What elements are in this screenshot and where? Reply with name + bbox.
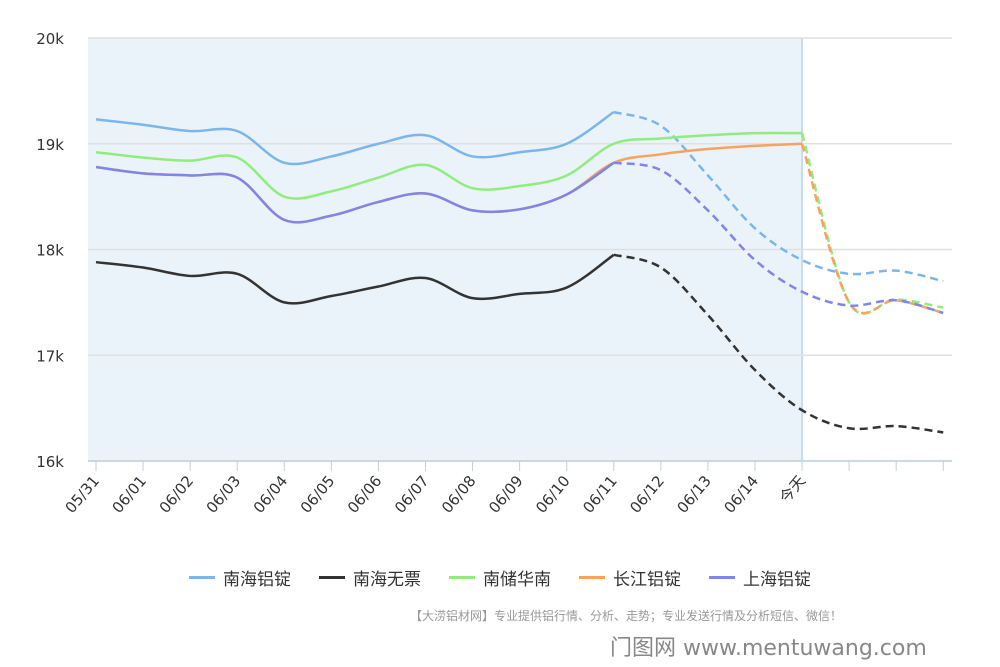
legend-label: 南海铝锭 <box>223 570 291 590</box>
line-chart: 16k 17k 18k 19k 20k 05/31 06/01 06/02 06/03 06/04… <box>36 30 952 517</box>
legend-item[interactable]: 长江铝锭 <box>579 565 681 590</box>
legend-label: 南海无票 <box>353 570 421 590</box>
y-tick-label: 17k <box>36 347 64 365</box>
series-line-dashed <box>800 143 944 315</box>
x-tick-label: 06/06 <box>344 472 386 517</box>
x-tick-label: 06/12 <box>626 472 668 517</box>
legend-swatch <box>579 576 605 579</box>
legend-label: 南储华南 <box>483 570 551 590</box>
x-tick-label: 06/02 <box>156 472 198 517</box>
legend-swatch <box>449 576 475 579</box>
series-line-dashed <box>613 110 944 283</box>
x-tick-label: 06/11 <box>579 472 621 517</box>
y-tick-label: 19k <box>36 136 64 154</box>
x-tick-label: 06/13 <box>673 472 715 517</box>
series-line-solid <box>95 253 615 305</box>
legend-item[interactable]: 南海无票 <box>319 565 421 590</box>
legend-item[interactable]: 南海铝锭 <box>189 565 291 590</box>
legend-swatch <box>709 576 735 579</box>
legend-item[interactable]: 南储华南 <box>449 565 551 590</box>
x-tick-label: 06/08 <box>438 472 480 517</box>
legend-swatch <box>189 576 215 579</box>
legend-item[interactable]: 上海铝锭 <box>709 565 811 590</box>
footer-note: 【大涝铝材网】专业提供铝行情、分析、走势；专业发送行情及分析短信、微信！ <box>410 609 843 623</box>
legend-swatch <box>319 576 345 579</box>
y-tick-label: 20k <box>36 30 64 48</box>
series-line-dashed <box>613 253 944 434</box>
x-tick-label: 06/09 <box>485 472 527 517</box>
series-line-solid <box>95 131 803 200</box>
x-tick-label: 06/03 <box>203 472 245 517</box>
series-line-dashed <box>800 132 944 315</box>
series-line-solid <box>95 161 615 224</box>
x-tick-label: 今天 <box>776 472 809 507</box>
y-tick-label: 16k <box>36 453 64 471</box>
x-tick-label: 06/10 <box>532 472 574 517</box>
legend-label: 长江铝锭 <box>613 570 681 590</box>
y-tick-label: 18k <box>36 242 64 260</box>
series-line-solid <box>95 110 615 166</box>
x-tick-label: 06/07 <box>391 472 433 517</box>
x-tick-label: 06/04 <box>250 472 292 517</box>
x-tick-label: 06/01 <box>109 472 151 517</box>
x-tick-label: 06/05 <box>297 472 339 517</box>
legend: 南海铝锭 南海无票 南储华南 长江铝锭 上海铝锭 <box>0 565 1000 590</box>
x-tick-label: 06/14 <box>720 472 762 517</box>
series-line-dashed <box>613 161 944 315</box>
legend-label: 上海铝锭 <box>743 570 811 590</box>
site-watermark: 门图网 www.mentuwang.com <box>610 636 927 661</box>
x-tick-label: 05/31 <box>61 472 103 517</box>
